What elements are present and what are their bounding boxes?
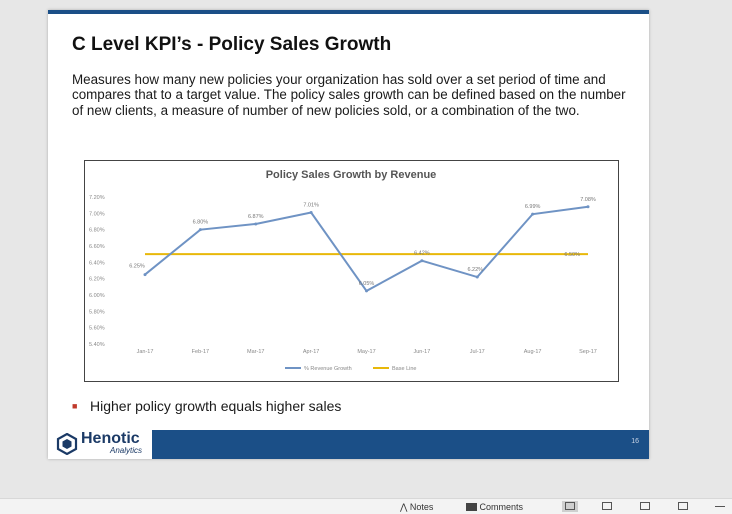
comments-icon [466, 503, 477, 511]
bullet-point: ■ Higher policy growth equals higher sale… [72, 398, 472, 414]
normal-view-icon [565, 502, 575, 510]
x-tick-label: Jan-17 [137, 349, 154, 355]
comments-label: Comments [479, 502, 524, 512]
chart-title: Policy Sales Growth by Revenue [266, 169, 437, 181]
notes-button[interactable]: ⋀ Notes [400, 502, 434, 512]
page-number: 16 [631, 438, 639, 445]
slideshow-icon [678, 502, 688, 510]
y-tick-label: 6.00% [89, 293, 105, 299]
base-line-data-label: 6.50% [564, 252, 580, 258]
revenue-growth-series [144, 205, 589, 293]
x-tick-label: Feb-17 [192, 349, 209, 355]
comments-button[interactable]: Comments [466, 502, 523, 512]
revenue-growth-point [365, 289, 368, 293]
y-tick-label: 6.60% [89, 244, 105, 250]
revenue-growth-point [475, 275, 479, 279]
revenue-growth-data-label: 6.42% [414, 251, 430, 257]
x-tick-label: Sep-17 [579, 349, 597, 355]
normal-view-button[interactable] [562, 501, 578, 512]
x-tick-label: Mar-17 [247, 349, 264, 355]
y-tick-label: 5.80% [89, 309, 105, 315]
slide: C Level KPI’s - Policy Sales Growth Meas… [48, 10, 649, 459]
x-tick-label: May-17 [357, 349, 375, 355]
revenue-growth-data-label: 6.22% [467, 267, 483, 273]
reading-view-button[interactable] [637, 501, 653, 512]
revenue-growth-data-label: 6.87% [248, 214, 264, 220]
y-tick-label: 6.40% [89, 260, 105, 266]
slide-title: C Level KPI’s - Policy Sales Growth [72, 34, 392, 55]
slideshow-button[interactable] [675, 501, 691, 512]
legend-base-line-label: Base Line [392, 366, 416, 372]
x-tick-label: Aug-17 [524, 349, 542, 355]
logo-icon [56, 433, 78, 455]
revenue-growth-point [143, 273, 147, 277]
revenue-growth-point [309, 211, 313, 215]
revenue-growth-point [420, 259, 424, 263]
revenue-growth-point [531, 212, 535, 216]
revenue-growth-data-label: 6.80% [193, 220, 209, 226]
revenue-growth-data-label: 6.05% [359, 281, 375, 287]
revenue-growth-data-label: 7.01% [303, 203, 319, 209]
chart-frame: Policy Sales Growth by Revenue 7.20% 7.00… [84, 160, 619, 382]
slide-sorter-button[interactable] [599, 501, 615, 512]
x-tick-label: Jun-17 [413, 349, 430, 355]
revenue-growth-data-label: 6.25% [129, 264, 145, 270]
y-tick-label: 5.60% [89, 326, 105, 332]
y-tick-label: 5.40% [89, 342, 105, 348]
revenue-growth-point [198, 228, 202, 232]
y-tick-label: 6.80% [89, 228, 105, 234]
legend-revenue-growth-label: % Revenue Growth [304, 366, 352, 372]
revenue-growth-point [254, 222, 258, 226]
slide-top-bar [48, 10, 649, 14]
slide-sorter-icon [602, 502, 612, 510]
y-tick-label: 6.20% [89, 277, 105, 283]
zoom-out-button[interactable] [712, 501, 728, 512]
notes-label: Notes [409, 502, 434, 512]
reading-view-icon [640, 502, 650, 510]
x-tick-label: Jul-17 [470, 349, 485, 355]
logo-name: Henotic [81, 430, 140, 447]
x-tick-label: Apr-17 [303, 349, 320, 355]
revenue-growth-data-label: 7.08% [580, 197, 596, 203]
bullet-text: Higher policy growth equals higher sales [90, 398, 342, 414]
zoom-out-icon [715, 506, 725, 508]
status-bar: ⋀ Notes Comments [0, 498, 732, 514]
logo-subtitle: Analytics [110, 446, 143, 455]
revenue-growth-point [586, 205, 590, 209]
slide-description: Measures how many new policies your orga… [72, 72, 626, 118]
company-logo: Henotic Analytics [48, 430, 152, 459]
y-tick-label: 7.20% [89, 195, 105, 201]
policy-sales-chart: Policy Sales Growth by Revenue 7.20% 7.00… [89, 169, 597, 372]
revenue-growth-data-label: 6.99% [525, 204, 541, 210]
y-tick-label: 7.00% [89, 211, 105, 217]
bullet-marker-icon: ■ [72, 401, 78, 411]
